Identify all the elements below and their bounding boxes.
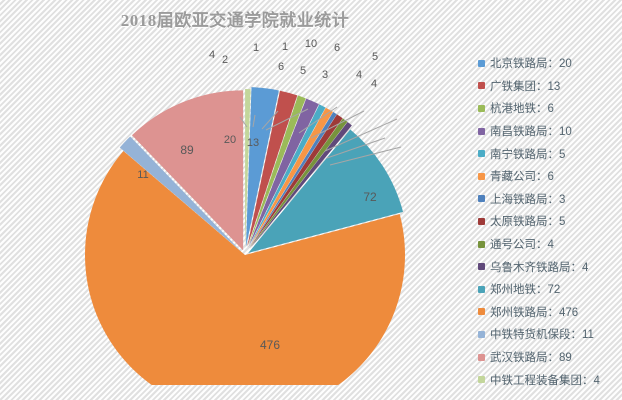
legend-item[interactable]: 通号公司：4 [478,233,622,256]
legend-swatch-icon [478,104,485,112]
legend-item-label: 杭港地铁：6 [490,103,554,116]
pie-slice[interactable] [249,121,352,249]
pie-slice[interactable] [248,98,319,248]
legend-swatch-icon [478,330,485,338]
legend-swatch-icon [478,150,485,158]
page-title: 2018届欧亚交通学院就业统计 [120,11,350,30]
pie-slice[interactable] [131,90,244,251]
legend-item-label: 广铁集团：13 [490,80,561,93]
legend-item[interactable]: 青藏公司：6 [478,165,622,188]
legend-item[interactable]: 太原铁路局：5 [478,210,622,233]
legend-item[interactable]: 郑州地铁：72 [478,278,622,301]
legend-swatch-icon [478,263,485,271]
legend-swatch-icon [478,308,485,316]
legend-item[interactable]: 广铁集团：13 [478,75,622,98]
legend-item-label: 郑州铁路局：476 [490,306,579,319]
pie-slice[interactable] [85,150,406,385]
pie-callout-label: 1 [252,42,260,54]
legend-item[interactable]: 乌鲁木齐铁路局：4 [478,255,622,278]
pie-slice[interactable] [249,107,333,249]
legend-item[interactable]: 杭港地铁：6 [478,97,622,120]
legend-item-label: 南宁铁路局：5 [490,148,566,161]
leader-lines [239,106,402,166]
legend-swatch-icon [478,127,485,135]
legend-item-label: 乌鲁木齐铁路局：4 [490,261,589,274]
legend-swatch-icon [478,376,485,384]
legend-item-label: 南昌铁路局：10 [490,126,572,139]
pie-slice[interactable] [248,129,404,253]
pie-slice[interactable] [119,136,242,252]
legend-item[interactable]: 郑州铁路局：476 [478,301,622,324]
legend-item-label: 郑州地铁：72 [490,284,561,297]
legend-swatch-icon [478,353,485,361]
pie-slices [85,87,406,385]
legend-item[interactable]: 南宁铁路局：5 [478,142,622,165]
pie-slice[interactable] [247,90,298,248]
legend-item-label: 北京铁路局：20 [490,58,572,71]
pie-callout-label: 10 [304,38,318,50]
legend-item[interactable]: 武汉铁路局：89 [478,346,622,369]
legend-swatch-icon [478,240,485,248]
legend-item[interactable]: 上海铁路局：3 [478,188,622,211]
legend-swatch-icon [478,172,485,180]
legend-item[interactable]: 中铁特货机保段：11 [478,323,622,346]
legend-swatch-icon [478,59,485,67]
legend-item[interactable]: 中铁工程装备集团：4 [478,368,622,391]
legend: 北京铁路局：20 广铁集团：13 杭港地铁：6 南昌铁路局：10 南宁铁路局：5 青藏公司… [478,52,622,391]
pie-callout-label: 6 [333,42,341,54]
pie-slice[interactable] [248,104,326,248]
legend-swatch-icon [478,82,485,90]
legend-swatch-icon [478,285,485,293]
legend-swatch-icon [478,217,485,225]
pie-chart: 20 13 72 476 11 89 4 2 1 1 6 10 5 6 3 5 4 4 [25,38,465,385]
legend-swatch-icon [478,195,485,203]
legend-item[interactable]: 北京铁路局：20 [478,52,622,75]
legend-item-label: 中铁工程装备集团：4 [490,374,600,387]
pie-svg [85,87,406,385]
legend-item-label: 太原铁路局：5 [490,216,566,229]
legend-item[interactable]: 南昌铁路局：10 [478,120,622,143]
pie-slice[interactable] [249,118,348,249]
legend-item-label: 青藏公司：6 [490,171,554,184]
pie-slice[interactable] [247,95,306,248]
legend-item-label: 武汉铁路局：89 [490,352,572,365]
legend-item-label: 中铁特货机保段：11 [490,329,594,342]
pie-slice[interactable] [249,112,337,249]
legend-item-label: 上海铁路局：3 [490,193,566,206]
pie-slice[interactable] [249,114,343,249]
pie-slice[interactable] [245,89,251,249]
legend-item-label: 通号公司：4 [490,239,554,252]
pie-callout-label: 1 [281,41,289,53]
